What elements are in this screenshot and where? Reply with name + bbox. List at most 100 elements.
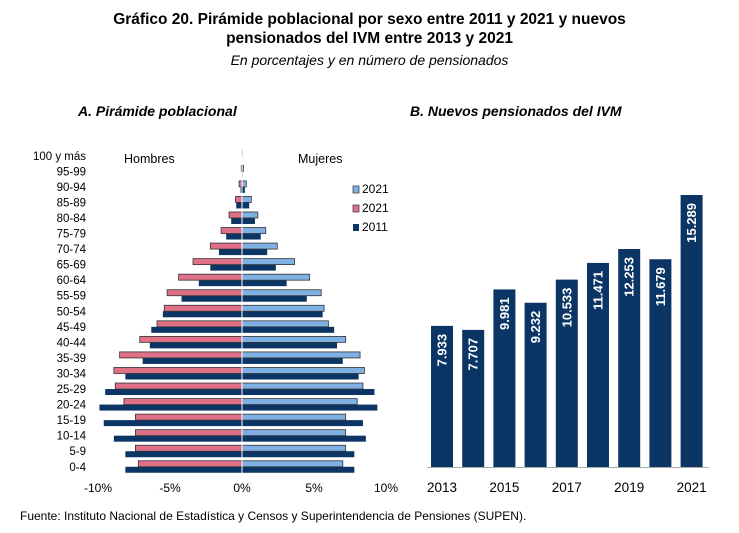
bar-men-2021: [228, 211, 243, 219]
bar-men-2011: [99, 404, 242, 411]
bar-women-2021: [241, 398, 358, 405]
bar-women-2011: [242, 249, 268, 256]
bar-men-2021: [192, 258, 243, 266]
bar-men-2011: [149, 342, 242, 349]
age-group-label: 35-39: [57, 353, 86, 365]
bar-women-2011: [242, 186, 245, 193]
age-group-label: 0-4: [69, 462, 86, 474]
chart-subtitle: En porcentajes y en número de pensionado…: [230, 52, 509, 68]
ivm-bar-2015: [493, 289, 516, 467]
bar-women-2021: [241, 289, 322, 297]
data-label: 7.707: [466, 338, 481, 371]
bar-men-2021: [166, 289, 243, 297]
age-group-label: 85-89: [57, 197, 86, 209]
bar-men-2021: [235, 196, 243, 203]
age-group-label: 95-99: [57, 166, 86, 178]
population-pyramid-chart: 0-4 5-9 10-14 15-19 20-24 25-29 30-34 35-39 40-4…: [33, 148, 398, 495]
legend-label: 2021: [362, 201, 389, 215]
data-label: 9.981: [497, 297, 512, 330]
age-group-label: 45-49: [57, 322, 86, 334]
bar-women-2021: [241, 429, 347, 437]
x-tick-label: 10%: [374, 481, 398, 495]
ivm-bar-2018: [587, 262, 609, 467]
panel-a-title: A. Pirámide poblacional: [78, 103, 237, 119]
bar-women-2021: [241, 242, 278, 250]
age-group-label: 55-59: [57, 291, 86, 303]
ivm-bar-2020: [649, 259, 672, 467]
age-group-label: 70-74: [57, 244, 87, 256]
ivm-bar-2016: [524, 302, 547, 467]
age-group-label: 50-54: [57, 306, 87, 318]
legend-swatch: [352, 204, 360, 213]
bar-men-2011: [236, 202, 242, 209]
bar-men-2011: [113, 435, 242, 442]
data-label: 7.933: [435, 334, 450, 367]
age-group-label: 30-34: [57, 368, 87, 380]
x-tick-label: 2019: [614, 480, 644, 495]
bar-men-2011: [162, 311, 242, 318]
bar-women-2021: [241, 335, 347, 343]
bar-women-2011: [242, 420, 363, 427]
bar-women-2021: [241, 367, 365, 374]
bar-men-2011: [198, 280, 242, 287]
bar-men-2011: [151, 326, 242, 333]
x-tick-label: 2015: [489, 480, 519, 495]
bar-women-2021: [241, 258, 295, 266]
age-group-label: 10-14: [57, 431, 87, 443]
data-label: 11.471: [591, 271, 606, 310]
bar-women-2021: [241, 320, 329, 328]
bar-men-2011: [125, 466, 242, 473]
bar-men-2011: [103, 420, 242, 427]
bar-women-2021: [241, 273, 311, 281]
bar-women-2021: [241, 444, 347, 452]
age-group-label: 80-84: [57, 213, 87, 225]
ivm-bar-2017: [555, 279, 578, 467]
bar-women-2011: [242, 451, 355, 458]
ivm-bar-2014: [462, 329, 485, 467]
bar-men-2021: [119, 351, 243, 359]
bar-men-2021: [113, 367, 243, 374]
data-label: 12.253: [622, 257, 637, 297]
bar-women-2011: [242, 404, 378, 411]
bar-men-2021: [220, 227, 243, 234]
bar-women-2011: [242, 357, 343, 364]
age-group-label: 100 y más: [33, 151, 86, 163]
bar-women-2011: [242, 217, 255, 224]
age-group-label: 15-19: [57, 415, 86, 427]
bar-women-2011: [242, 342, 338, 349]
legend-swatch: [353, 224, 359, 231]
age-group-label: 65-69: [57, 260, 86, 272]
title-line-2: pensionados del IVM entre 2013 y 2021: [226, 30, 513, 47]
x-tick-label: -5%: [159, 481, 181, 495]
bar-women-2021: [241, 382, 364, 390]
bar-women-2021: [241, 180, 247, 188]
bar-men-2021: [114, 382, 243, 390]
bar-men-2021: [178, 273, 243, 281]
data-label: 10.533: [559, 288, 574, 328]
bar-men-2011: [105, 389, 242, 396]
age-group-label: 40-44: [57, 337, 87, 349]
x-tick-label: -10%: [84, 481, 112, 495]
bar-men-2011: [142, 357, 242, 364]
x-tick-label: 2017: [552, 480, 582, 495]
bar-women-2021: [241, 460, 344, 468]
bar-men-2011: [125, 373, 242, 380]
chart-title: Gráfico 20. Pirámide poblacional por sex…: [0, 10, 739, 48]
bar-men-2021: [135, 413, 243, 421]
data-label: 9.232: [528, 311, 543, 344]
bar-men-2011: [125, 451, 242, 458]
bar-women-2011: [242, 389, 375, 396]
bar-men-2011: [210, 264, 242, 271]
bar-men-2011: [231, 217, 242, 224]
bar-men-2021: [137, 460, 243, 468]
bar-women-2011: [242, 326, 335, 333]
bar-men-2021: [209, 242, 243, 250]
age-group-label: 5-9: [69, 446, 86, 458]
bar-men-2011: [218, 249, 242, 256]
bar-women-2021: [241, 304, 325, 312]
bar-men-2021: [135, 444, 243, 452]
bar-women-2011: [242, 295, 307, 302]
bar-women-2021: [241, 351, 361, 359]
bar-women-2021: [241, 413, 347, 421]
legend-label: 2011: [362, 220, 388, 234]
